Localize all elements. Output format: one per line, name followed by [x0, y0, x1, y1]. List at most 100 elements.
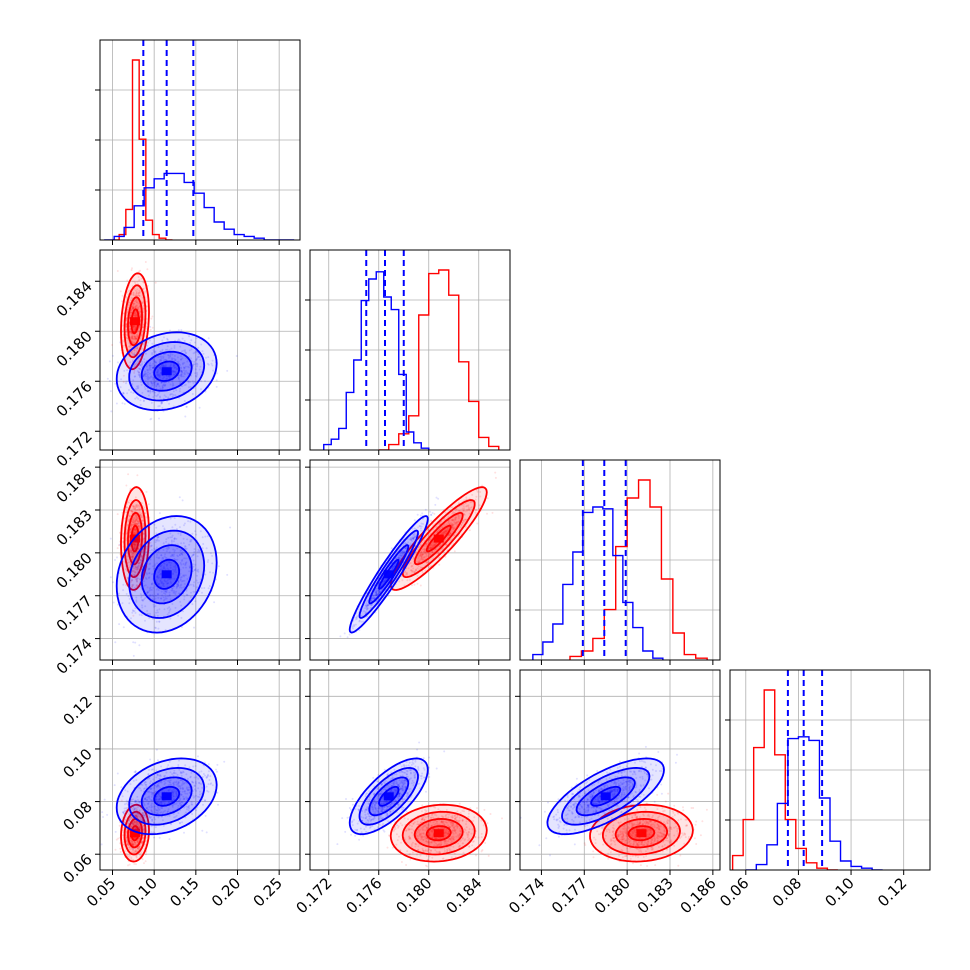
scatter-point	[143, 547, 146, 550]
scatter-point	[358, 629, 361, 632]
scatter-point	[149, 541, 152, 544]
scatter-point	[140, 516, 143, 519]
scatter-point	[408, 538, 411, 541]
scatter-point	[133, 349, 136, 351]
scatter-point	[135, 814, 138, 817]
scatter-point	[132, 520, 135, 523]
scatter-point	[151, 598, 154, 601]
scatter-point	[134, 507, 136, 510]
scatter-point	[193, 380, 196, 383]
scatter-point	[156, 574, 159, 577]
scatter-point	[153, 364, 156, 367]
red-contour	[123, 499, 147, 579]
scatter-point	[158, 582, 161, 585]
red-peak	[433, 534, 444, 543]
scatter-point	[169, 577, 172, 580]
scatter-point	[122, 333, 125, 336]
scatter-point	[439, 527, 442, 530]
scatter-point	[129, 531, 132, 534]
scatter-point	[140, 555, 143, 557]
scatter-point	[137, 504, 140, 507]
scatter-point	[136, 841, 139, 843]
scatter-point	[133, 841, 136, 844]
scatter-point	[193, 548, 196, 551]
scatter-point	[169, 375, 172, 378]
scatter-point	[116, 513, 119, 516]
scatter-point	[119, 847, 122, 850]
scatter-point	[378, 591, 381, 594]
scatter-point	[152, 378, 154, 381]
scatter-point	[181, 371, 184, 374]
scatter-point	[111, 354, 114, 357]
scatter-point	[137, 847, 140, 850]
scatter-point	[133, 542, 136, 545]
scatter-point	[155, 546, 158, 549]
scatter-point	[157, 374, 160, 376]
scatter-point	[133, 312, 136, 315]
red-contour	[413, 512, 464, 566]
scatter-point	[180, 616, 183, 619]
scatter-point	[413, 536, 416, 538]
scatter-point	[129, 581, 132, 584]
scatter-point	[173, 367, 176, 369]
scatter-point	[132, 843, 135, 846]
scatter-point	[130, 527, 133, 530]
scatter-point	[128, 855, 131, 857]
scatter-point	[354, 618, 357, 621]
scatter-point	[117, 603, 119, 606]
scatter-point	[161, 594, 164, 597]
scatter-point	[152, 595, 155, 598]
scatter-point	[160, 371, 162, 374]
scatter-point	[153, 394, 156, 397]
scatter-point	[170, 561, 173, 564]
scatter-point	[131, 584, 134, 587]
scatter-point	[169, 555, 172, 558]
scatter-point	[494, 471, 497, 474]
scatter-point	[133, 302, 136, 305]
scatter-point	[401, 555, 404, 557]
scatter-point	[195, 350, 198, 353]
scatter-point	[116, 270, 119, 272]
scatter-point	[178, 554, 181, 556]
scatter-point	[132, 552, 135, 555]
scatter-point	[165, 557, 168, 560]
scatter-point	[142, 537, 145, 540]
scatter-point	[135, 292, 138, 295]
scatter-point	[142, 827, 145, 830]
scatter-point	[145, 365, 148, 368]
scatter-point	[194, 600, 197, 603]
scatter-point	[353, 625, 356, 628]
scatter-point	[171, 554, 174, 557]
scatter-point	[168, 561, 171, 564]
scatter-point	[135, 518, 138, 521]
scatter-point	[451, 523, 454, 526]
scatter-point	[130, 309, 133, 312]
scatter-point	[410, 564, 413, 567]
scatter-point	[144, 352, 147, 355]
scatter-point	[180, 552, 183, 555]
scatter-point	[125, 382, 127, 385]
scatter-point	[202, 543, 205, 545]
scatter-point	[134, 539, 137, 542]
scatter-point	[168, 402, 171, 405]
scatter-point	[207, 356, 210, 359]
scatter-point	[147, 808, 150, 811]
scatter-point	[161, 350, 164, 353]
scatter-point	[134, 842, 137, 845]
scatter-point	[109, 390, 112, 393]
scatter-point	[139, 543, 142, 546]
y-tick-label: 0.172	[53, 427, 96, 470]
scatter-point	[162, 355, 165, 358]
scatter-point	[126, 506, 129, 509]
scatter-point	[178, 526, 181, 529]
scatter-point	[132, 570, 135, 572]
scatter-point	[129, 361, 132, 364]
scatter-point	[168, 594, 171, 596]
scatter-point	[455, 520, 458, 523]
scatter-point	[122, 843, 125, 846]
scatter-point	[175, 528, 178, 530]
scatter-point	[135, 576, 138, 579]
scatter-point	[180, 549, 183, 552]
scatter-point	[180, 370, 183, 373]
scatter-point	[138, 367, 141, 370]
